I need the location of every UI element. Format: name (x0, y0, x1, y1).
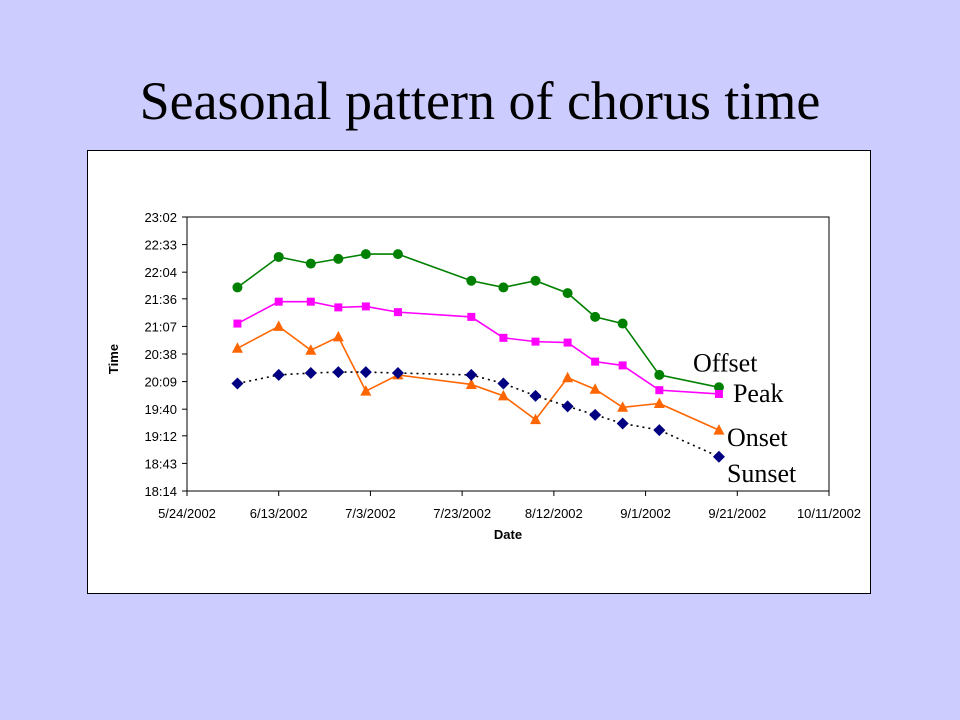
series-line-onset (237, 325, 720, 431)
data-point-onset (273, 320, 285, 331)
y-tick-label: 21:07 (144, 319, 177, 334)
data-point-offset (590, 311, 601, 322)
y-axis-title: Time (106, 344, 121, 374)
data-point-offset (466, 275, 477, 286)
data-point-offset (360, 249, 371, 260)
x-axis-title: Date (494, 527, 522, 542)
data-point-sunset (497, 377, 510, 390)
data-point-offset (333, 253, 344, 264)
x-tick-label: 10/11/2002 (797, 506, 861, 521)
data-point-onset (305, 344, 317, 355)
line-chart: 5/24/2002 6/13/2002 7/3/2002 7/23/2002 8/12/… (106, 210, 861, 542)
data-point-peak (499, 333, 508, 342)
data-point-sunset (304, 367, 317, 380)
y-tick-label: 18:14 (144, 484, 177, 499)
data-point-sunset (653, 424, 666, 437)
data-point-offset (654, 369, 665, 380)
series-label-sunset: Sunset (727, 459, 797, 488)
series-line-sunset (237, 371, 720, 458)
data-point-peak (531, 337, 540, 346)
x-tick-label: 7/3/2002 (345, 506, 396, 521)
slide-title: Seasonal pattern of chorus time (139, 71, 821, 131)
data-point-sunset (712, 450, 725, 463)
data-point-offset (392, 249, 403, 260)
data-point-onset (589, 383, 601, 394)
series-line-peak (237, 300, 719, 395)
data-point-peak (618, 361, 627, 370)
data-point-onset (713, 424, 725, 435)
data-point-onset (617, 401, 629, 412)
data-point-offset (305, 258, 316, 269)
y-tick-label: 19:40 (144, 402, 177, 417)
data-point-peak (361, 302, 370, 311)
data-point-sunset (589, 408, 602, 421)
data-point-peak (393, 308, 402, 317)
data-point-peak (334, 303, 343, 312)
data-point-onset (332, 330, 344, 342)
y-tick-label: 22:33 (144, 238, 177, 253)
data-point-onset (465, 378, 477, 389)
y-tick-label: 18:43 (144, 456, 177, 471)
data-point-onset (530, 413, 542, 425)
data-point-offset (617, 318, 628, 329)
data-point-sunset (561, 400, 574, 413)
data-point-offset (498, 282, 509, 293)
y-tick-label: 21:36 (144, 292, 177, 307)
chart-area: 5/24/2002 6/13/2002 7/3/2002 7/23/2002 8/12/… (87, 150, 871, 594)
y-tick-label: 23:02 (144, 210, 177, 225)
data-point-sunset (231, 377, 244, 390)
data-point-offset (562, 288, 573, 299)
series-label-offset: Offset (693, 348, 758, 377)
data-point-peak (714, 389, 723, 398)
x-tick-label: 8/12/2002 (525, 506, 583, 521)
data-point-sunset (616, 417, 629, 430)
y-tick-label: 19:12 (144, 429, 177, 444)
x-tick-label: 9/21/2002 (708, 506, 766, 521)
data-point-onset (497, 389, 509, 401)
data-point-onset (562, 371, 574, 383)
x-tick-label: 9/1/2002 (620, 506, 671, 521)
series-label-onset: Onset (727, 423, 788, 452)
data-point-peak (591, 357, 600, 366)
x-tick-label: 6/13/2002 (250, 506, 308, 521)
y-tick-label: 22:04 (144, 265, 177, 280)
data-point-sunset (391, 367, 404, 380)
data-point-sunset (332, 366, 345, 379)
data-point-onset (653, 397, 665, 408)
x-tick-label: 5/24/2002 (158, 506, 216, 521)
series-label-peak: Peak (733, 379, 784, 408)
x-tick-label: 7/23/2002 (433, 506, 491, 521)
data-point-sunset (465, 368, 478, 381)
data-point-offset (530, 275, 541, 286)
data-point-sunset (359, 366, 372, 379)
data-point-peak (233, 319, 242, 328)
data-point-peak (655, 386, 664, 395)
data-point-peak (274, 297, 283, 306)
data-point-offset (273, 251, 284, 262)
y-tick-label: 20:38 (144, 347, 177, 362)
data-point-onset (231, 342, 243, 353)
data-point-onset (360, 385, 372, 396)
data-point-peak (306, 297, 315, 306)
y-tick-label: 20:09 (144, 375, 177, 390)
data-point-offset (713, 382, 724, 393)
data-point-peak (563, 338, 572, 347)
data-point-offset (232, 282, 243, 293)
data-point-peak (467, 312, 476, 321)
data-point-sunset (272, 368, 285, 381)
data-point-sunset (529, 389, 542, 402)
